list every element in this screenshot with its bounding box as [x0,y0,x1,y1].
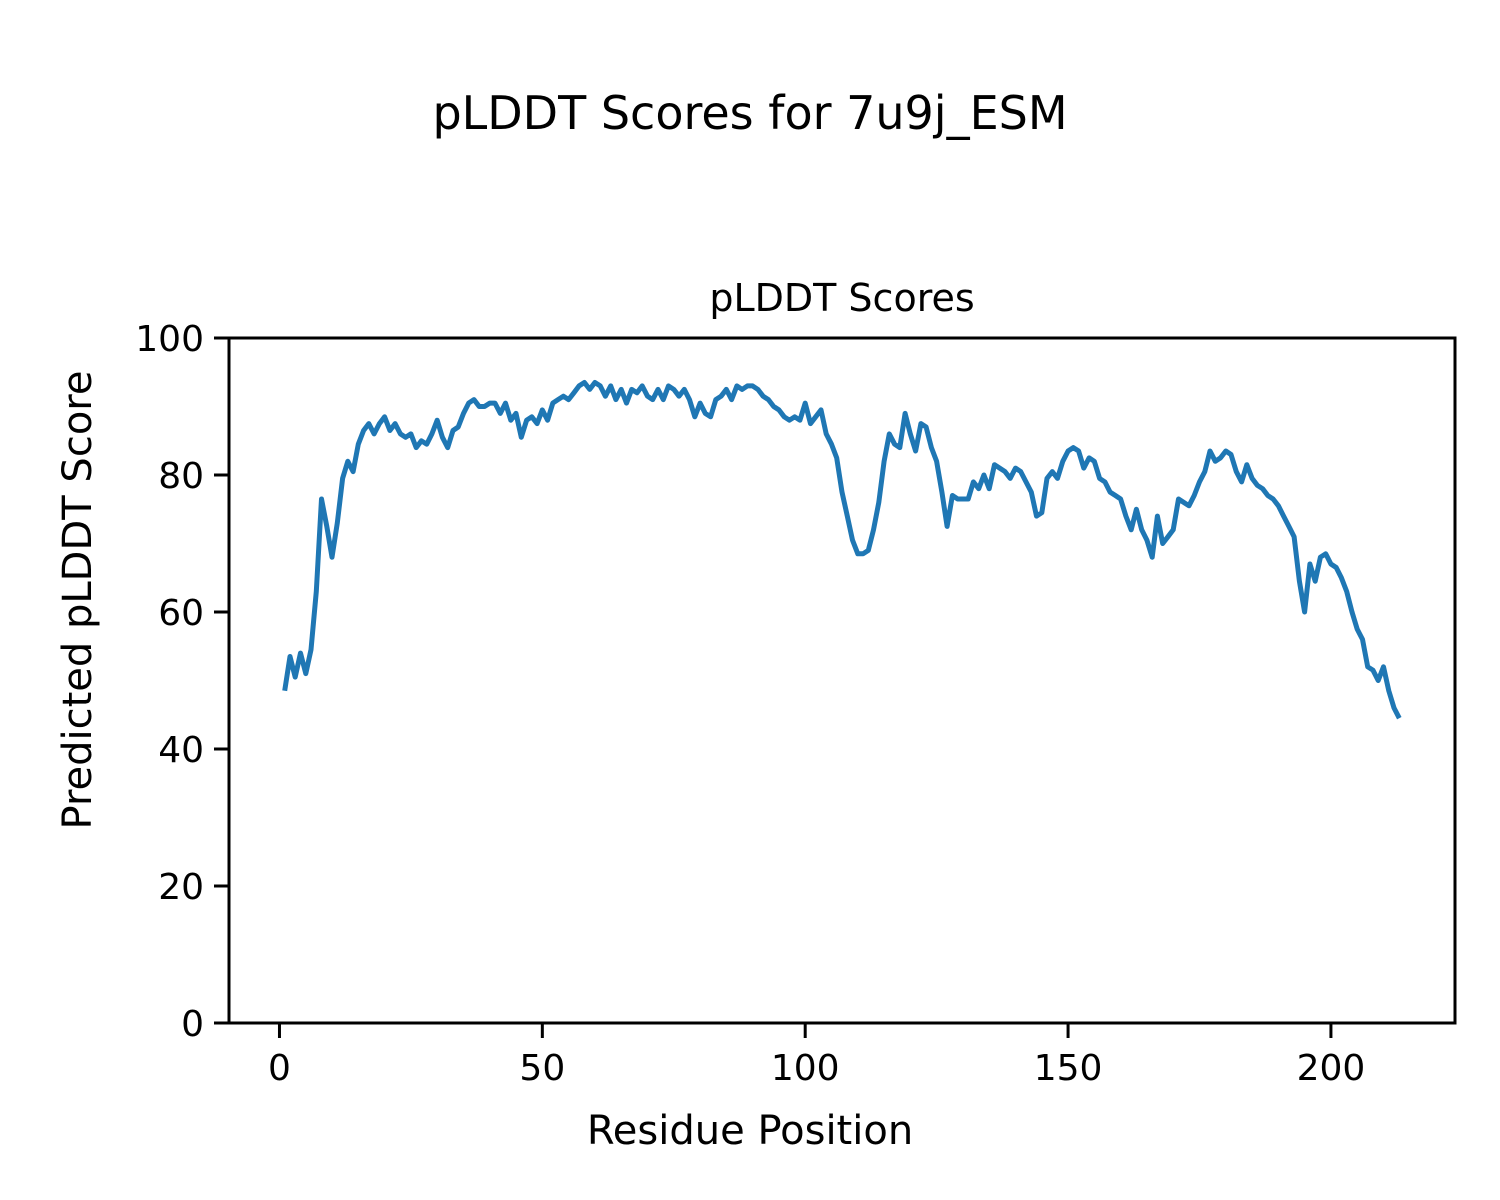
x-tick-label: 0 [268,1048,291,1089]
x-tick-label: 100 [771,1048,840,1089]
y-tick-label: 0 [181,1004,204,1045]
plddt-line [282,380,1402,720]
y-tick-label: 100 [135,319,204,360]
x-axis-label: Residue Position [586,1108,914,1154]
x-tick-label: 150 [1034,1048,1103,1089]
y-tick-label: 40 [158,730,204,771]
y-tick-label: 20 [158,867,204,908]
axes-title: pLDDT Scores [709,276,975,320]
axes-frame [227,336,1457,1025]
figure-title: pLDDT Scores for 7u9j_ESM [432,86,1068,140]
y-tick-label: 60 [158,593,204,634]
x-tick-label: 50 [519,1048,565,1089]
x-tick-label: 200 [1297,1048,1366,1089]
y-tick-label: 80 [158,456,204,497]
